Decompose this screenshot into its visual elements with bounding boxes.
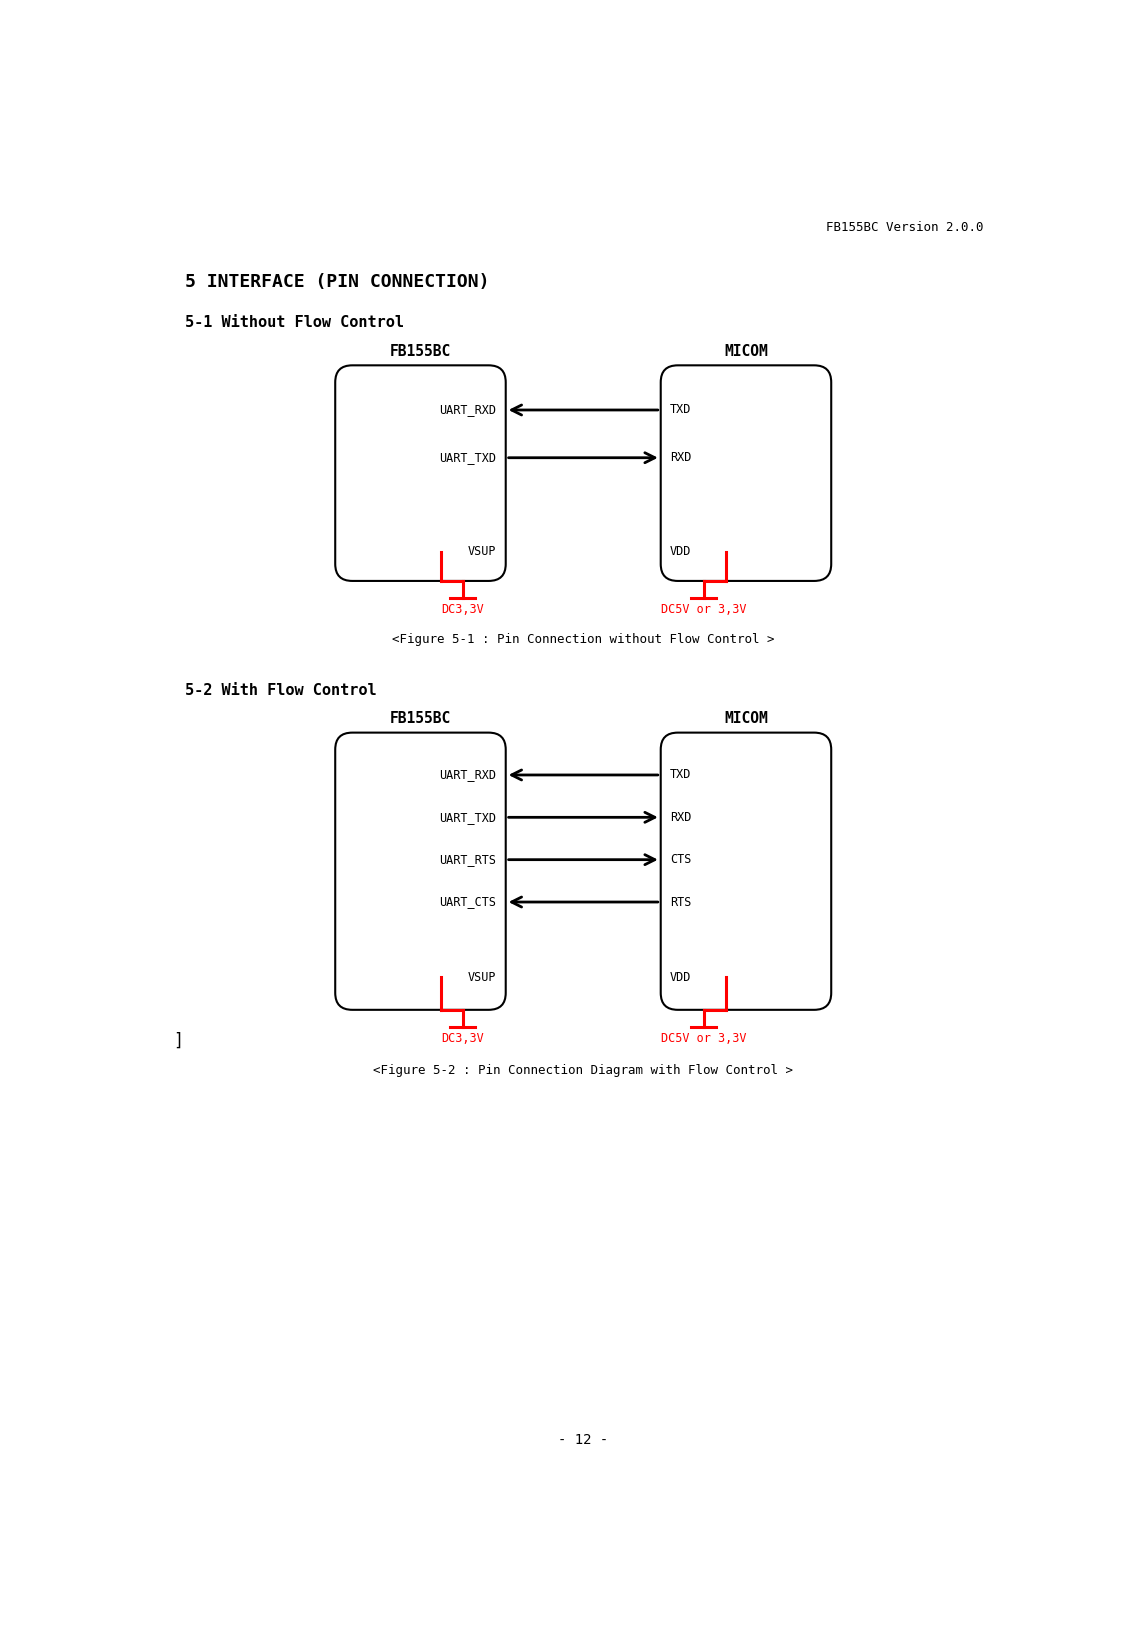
Text: DC3,3V: DC3,3V (442, 1032, 484, 1046)
Text: VSUP: VSUP (468, 971, 496, 985)
Text: VDD: VDD (670, 971, 692, 985)
Text: MICOM: MICOM (724, 712, 768, 727)
Text: UART_RXD: UART_RXD (439, 768, 496, 781)
Text: VDD: VDD (670, 545, 692, 558)
Text: FB155BC: FB155BC (390, 712, 451, 727)
Text: TXD: TXD (670, 403, 692, 416)
Text: RTS: RTS (670, 895, 692, 909)
Text: DC5V or 3,3V: DC5V or 3,3V (661, 1032, 747, 1046)
FancyBboxPatch shape (661, 365, 831, 582)
FancyBboxPatch shape (336, 732, 505, 1009)
Text: 5 INTERFACE (PIN CONNECTION): 5 INTERFACE (PIN CONNECTION) (184, 273, 489, 291)
Text: FB155BC Version 2.0.0: FB155BC Version 2.0.0 (826, 221, 983, 235)
Text: UART_RXD: UART_RXD (439, 403, 496, 416)
Text: TXD: TXD (670, 768, 692, 781)
Text: UART_TXD: UART_TXD (439, 811, 496, 824)
Text: RXD: RXD (670, 811, 692, 824)
Text: FB155BC: FB155BC (390, 344, 451, 358)
Text: ]: ] (173, 1032, 183, 1051)
Text: DC3,3V: DC3,3V (442, 603, 484, 616)
Text: <Figure 5-1 : Pin Connection without Flow Control >: <Figure 5-1 : Pin Connection without Flo… (391, 633, 775, 646)
Text: VSUP: VSUP (468, 545, 496, 558)
Text: RXD: RXD (670, 451, 692, 464)
Text: UART_TXD: UART_TXD (439, 451, 496, 464)
Text: CTS: CTS (670, 852, 692, 866)
FancyBboxPatch shape (336, 365, 505, 582)
Text: MICOM: MICOM (724, 344, 768, 358)
Text: 5-2 With Flow Control: 5-2 With Flow Control (184, 682, 377, 697)
Text: UART_RTS: UART_RTS (439, 852, 496, 866)
Text: <Figure 5-2 : Pin Connection Diagram with Flow Control >: <Figure 5-2 : Pin Connection Diagram wit… (373, 1064, 793, 1077)
Text: DC5V or 3,3V: DC5V or 3,3V (661, 603, 747, 616)
FancyBboxPatch shape (661, 732, 831, 1009)
Text: UART_CTS: UART_CTS (439, 895, 496, 909)
Text: 5-1 Without Flow Control: 5-1 Without Flow Control (184, 316, 404, 330)
Text: - 12 -: - 12 - (558, 1434, 609, 1447)
